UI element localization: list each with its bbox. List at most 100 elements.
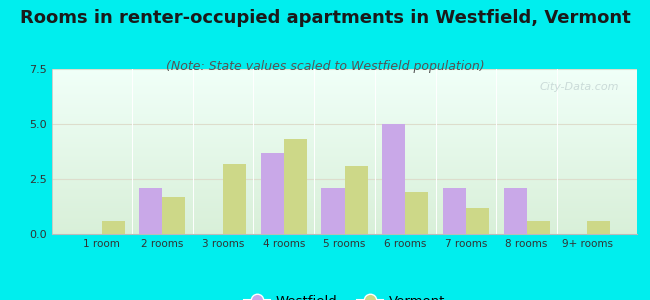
Bar xyxy=(52,96,637,97)
Bar xyxy=(52,163,637,164)
Bar xyxy=(52,82,637,83)
Bar xyxy=(52,155,637,156)
Bar xyxy=(52,126,637,127)
Text: City-Data.com: City-Data.com xyxy=(540,82,619,92)
Bar xyxy=(52,213,637,214)
Bar xyxy=(52,204,637,205)
Bar xyxy=(405,192,428,234)
Bar xyxy=(52,223,637,224)
Bar xyxy=(52,119,637,120)
Bar xyxy=(322,188,344,234)
Bar xyxy=(52,103,637,104)
Bar xyxy=(466,208,489,234)
Bar xyxy=(52,123,637,124)
Bar xyxy=(52,69,637,70)
Bar xyxy=(52,191,637,192)
Bar xyxy=(52,174,637,175)
Bar xyxy=(52,124,637,125)
Bar xyxy=(443,188,466,234)
Bar xyxy=(101,221,125,234)
Bar xyxy=(52,92,637,93)
Bar xyxy=(52,212,637,213)
Bar xyxy=(52,113,637,114)
Bar xyxy=(52,222,637,223)
Bar xyxy=(52,101,637,102)
Bar xyxy=(139,188,162,234)
Bar xyxy=(52,226,637,227)
Bar xyxy=(52,206,637,207)
Bar xyxy=(52,140,637,141)
Bar xyxy=(52,86,637,87)
Bar xyxy=(52,142,637,143)
Bar xyxy=(52,130,637,131)
Bar xyxy=(52,187,637,188)
Bar xyxy=(52,233,637,234)
Bar xyxy=(52,133,637,134)
Bar xyxy=(52,180,637,181)
Bar xyxy=(52,136,637,137)
Text: Rooms in renter-occupied apartments in Westfield, Vermont: Rooms in renter-occupied apartments in W… xyxy=(20,9,630,27)
Bar xyxy=(52,135,637,136)
Bar xyxy=(52,102,637,103)
Bar xyxy=(261,153,284,234)
Bar xyxy=(526,221,550,234)
Bar xyxy=(52,231,637,232)
Bar xyxy=(52,131,637,132)
Bar xyxy=(52,171,637,172)
Bar xyxy=(52,79,637,80)
Bar xyxy=(52,230,637,231)
Bar xyxy=(52,117,637,118)
Bar xyxy=(52,217,637,218)
Bar xyxy=(52,148,637,149)
Bar xyxy=(52,85,637,86)
Bar xyxy=(52,182,637,183)
Bar xyxy=(52,147,637,148)
Bar xyxy=(52,157,637,158)
Bar xyxy=(52,193,637,194)
Bar xyxy=(52,216,637,217)
Bar xyxy=(52,145,637,146)
Bar xyxy=(52,176,637,177)
Bar xyxy=(52,177,637,178)
Bar xyxy=(52,214,637,215)
Bar xyxy=(52,161,637,162)
Bar xyxy=(52,141,637,142)
Bar xyxy=(52,120,637,121)
Bar xyxy=(52,91,637,92)
Bar xyxy=(52,98,637,99)
Bar xyxy=(52,138,637,139)
Bar xyxy=(52,188,637,189)
Bar xyxy=(52,185,637,186)
Bar xyxy=(52,181,637,182)
Bar xyxy=(52,75,637,76)
Bar xyxy=(52,220,637,221)
Bar xyxy=(52,109,637,110)
Bar xyxy=(52,194,637,195)
Bar xyxy=(52,137,637,138)
Bar xyxy=(588,221,610,234)
Bar xyxy=(52,164,637,165)
Bar xyxy=(382,124,405,234)
Bar xyxy=(52,227,637,228)
Bar xyxy=(52,151,637,152)
Bar xyxy=(52,128,637,129)
Bar xyxy=(52,149,637,150)
Bar xyxy=(52,104,637,105)
Bar xyxy=(52,88,637,89)
Bar xyxy=(52,127,637,128)
Bar xyxy=(52,97,637,98)
Bar xyxy=(52,201,637,202)
Bar xyxy=(52,90,637,91)
Bar xyxy=(52,112,637,113)
Bar xyxy=(52,168,637,169)
Bar xyxy=(52,83,637,84)
Bar xyxy=(52,183,637,184)
Bar xyxy=(52,114,637,115)
Bar xyxy=(52,159,637,160)
Bar xyxy=(52,189,637,190)
Legend: Westfield, Vermont: Westfield, Vermont xyxy=(239,290,450,300)
Bar xyxy=(52,115,637,116)
Bar xyxy=(52,195,637,196)
Bar xyxy=(52,121,637,122)
Bar xyxy=(52,200,637,201)
